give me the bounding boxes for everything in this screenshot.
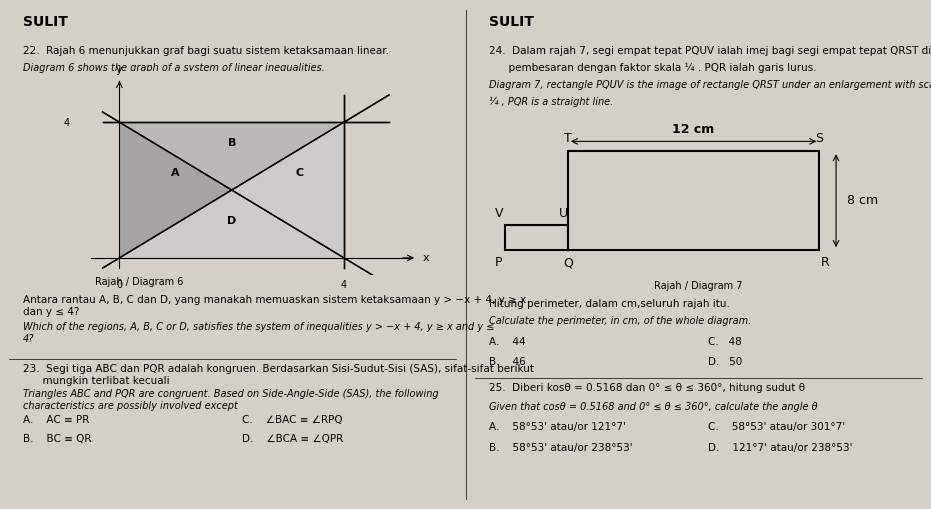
Text: R: R xyxy=(821,257,830,269)
Text: U: U xyxy=(559,208,568,220)
Text: P: P xyxy=(495,257,503,269)
Text: Diagram 7, rectangle PQUV is the image of rectangle QRST under an enlargement wi: Diagram 7, rectangle PQUV is the image o… xyxy=(489,80,931,90)
Polygon shape xyxy=(119,122,344,190)
Text: D: D xyxy=(227,216,236,225)
Text: SULIT: SULIT xyxy=(489,15,533,30)
Text: D.    121°7' atau/or 238°53': D. 121°7' atau/or 238°53' xyxy=(708,443,852,453)
Text: A.    58°53' atau/or 121°7': A. 58°53' atau/or 121°7' xyxy=(489,422,626,433)
Text: S: S xyxy=(816,132,823,145)
Text: y: y xyxy=(116,65,123,75)
Text: V: V xyxy=(494,208,503,220)
Text: Rajah / Diagram 7: Rajah / Diagram 7 xyxy=(654,281,743,291)
Text: C.    58°53' atau/or 301°7': C. 58°53' atau/or 301°7' xyxy=(708,422,844,433)
Text: Triangles ABC and PQR are congruent. Based on Side-Angle-Side (SAS), the followi: Triangles ABC and PQR are congruent. Bas… xyxy=(23,389,439,411)
Text: SULIT: SULIT xyxy=(23,15,68,30)
Text: Diagram 6 shows the graph of a system of linear inequalities.: Diagram 6 shows the graph of a system of… xyxy=(23,63,325,73)
Text: B.    46: B. 46 xyxy=(489,357,525,367)
Text: A.    44: A. 44 xyxy=(489,337,525,347)
Text: C.   48: C. 48 xyxy=(708,337,741,347)
Text: B.    58°53' atau/or 238°53': B. 58°53' atau/or 238°53' xyxy=(489,443,632,453)
Text: pembesaran dengan faktor skala ¼ . PQR ialah garis lurus.: pembesaran dengan faktor skala ¼ . PQR i… xyxy=(489,63,816,73)
Text: C: C xyxy=(295,168,304,178)
Text: 25.  Diberi kosθ = 0.5168 dan 0° ≤ θ ≤ 360°, hitung sudut θ: 25. Diberi kosθ = 0.5168 dan 0° ≤ θ ≤ 36… xyxy=(489,383,805,393)
Text: C.    ∠BAC ≡ ∠RPQ: C. ∠BAC ≡ ∠RPQ xyxy=(242,415,343,425)
Text: 24.  Dalam rajah 7, segi empat tepat PQUV ialah imej bagi segi empat tepat QRST : 24. Dalam rajah 7, segi empat tepat PQUV… xyxy=(489,46,931,56)
Text: B.    BC ≡ QR: B. BC ≡ QR xyxy=(23,434,92,444)
Polygon shape xyxy=(119,190,344,258)
Text: A: A xyxy=(171,168,180,178)
Text: 12 cm: 12 cm xyxy=(672,123,715,136)
Text: 8 cm: 8 cm xyxy=(846,194,878,207)
Text: 22.  Rajah 6 menunjukkan graf bagi suatu sistem ketaksamaan linear.: 22. Rajah 6 menunjukkan graf bagi suatu … xyxy=(23,46,389,56)
Text: ¼ , PQR is a straight line.: ¼ , PQR is a straight line. xyxy=(489,97,613,107)
Text: 23.  Segi tiga ABC dan PQR adalah kongruen. Berdasarkan Sisi-Sudut-Sisi (SAS), s: 23. Segi tiga ABC dan PQR adalah kongrue… xyxy=(23,364,534,385)
Text: Hitung perimeter, dalam cm,seluruh rajah itu.: Hitung perimeter, dalam cm,seluruh rajah… xyxy=(489,299,730,309)
Text: Antara rantau A, B, C dan D, yang manakah memuaskan sistem ketaksamaan y > −x + : Antara rantau A, B, C dan D, yang manaka… xyxy=(23,295,526,317)
Text: Which of the regions, A, B, C or D, satisfies the system of inequalities y > −x : Which of the regions, A, B, C or D, sati… xyxy=(23,322,494,344)
Polygon shape xyxy=(232,122,344,258)
Text: Calculate the perimeter, in cm, of the whole diagram.: Calculate the perimeter, in cm, of the w… xyxy=(489,316,751,326)
Text: Rajah / Diagram 6: Rajah / Diagram 6 xyxy=(96,277,183,288)
Text: D.   50: D. 50 xyxy=(708,357,742,367)
Text: Given that cosθ = 0.5168 and 0° ≤ θ ≤ 360°, calculate the angle θ: Given that cosθ = 0.5168 and 0° ≤ θ ≤ 36… xyxy=(489,402,817,412)
Text: A.    AC ≡ PR: A. AC ≡ PR xyxy=(23,415,89,425)
Text: T: T xyxy=(564,132,572,145)
Polygon shape xyxy=(119,122,232,258)
Text: B: B xyxy=(227,137,236,148)
Text: D.    ∠BCA ≡ ∠QPR: D. ∠BCA ≡ ∠QPR xyxy=(242,434,344,444)
Text: x: x xyxy=(423,253,429,263)
Text: Q: Q xyxy=(563,257,573,269)
